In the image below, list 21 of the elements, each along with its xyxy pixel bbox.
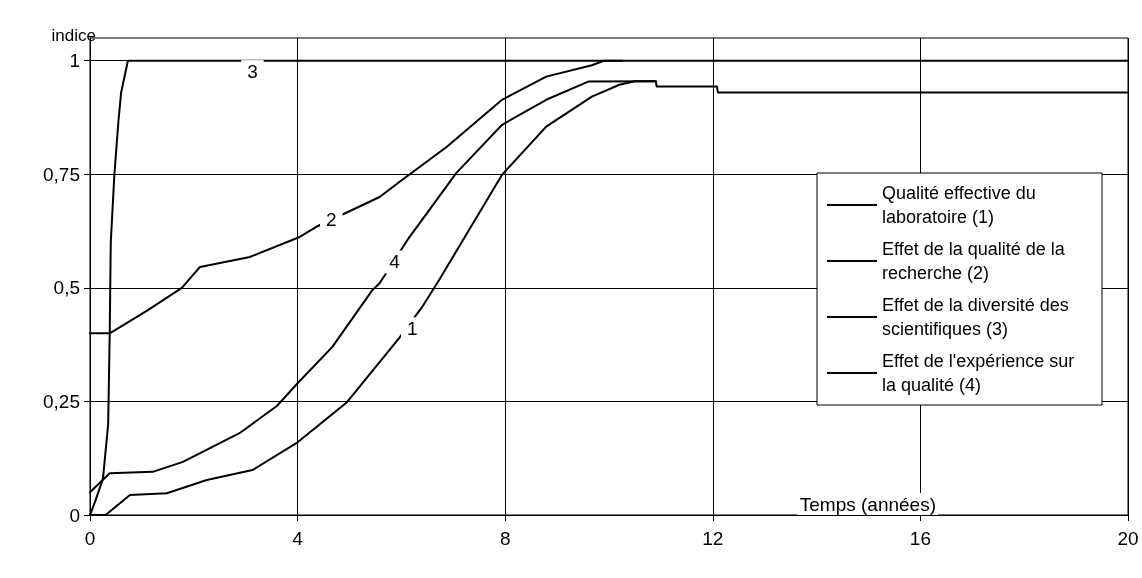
x-tick-label: 12 xyxy=(702,528,724,549)
x-tick-label: 8 xyxy=(499,528,511,549)
x-tick-label: 20 xyxy=(1117,528,1139,549)
annotation: 3 xyxy=(247,61,258,83)
y-axis-title: indice xyxy=(51,26,96,45)
annotation: 4 xyxy=(389,251,401,273)
annotation: 2 xyxy=(326,209,337,231)
y-tick-label: 0,5 xyxy=(53,277,80,299)
x-tick-label: 0 xyxy=(84,528,96,549)
y-tick-label: 0 xyxy=(69,504,80,526)
x-tick-label: 4 xyxy=(292,528,304,549)
legend-label: Effet de la qualité de la recherche (2) xyxy=(882,239,1070,283)
y-tick-label: 0,75 xyxy=(43,163,80,185)
legend-label: Effet de la diversité des scientifiques (3) xyxy=(882,295,1074,339)
x-axis-title: Temps (années) xyxy=(799,493,936,515)
legend-label: Qualité effective du laboratoire (1) xyxy=(882,183,1041,227)
y-tick-label: 0,25 xyxy=(43,390,80,412)
y-tick-label: 1 xyxy=(69,50,80,72)
legend-label: Effet de l'expérience sur la qualité (4) xyxy=(882,351,1080,395)
x-tick-label: 16 xyxy=(909,528,931,549)
annotation: 1 xyxy=(407,318,418,340)
